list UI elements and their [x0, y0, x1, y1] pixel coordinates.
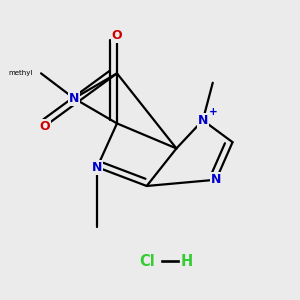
- Text: Cl: Cl: [139, 254, 154, 268]
- Text: N: N: [69, 92, 79, 105]
- Text: N: N: [92, 161, 102, 174]
- Text: H: H: [180, 254, 193, 268]
- Text: O: O: [112, 29, 122, 42]
- Text: N: N: [198, 114, 208, 127]
- Text: N: N: [211, 173, 221, 186]
- Text: O: O: [39, 120, 50, 133]
- Text: methyl: methyl: [8, 70, 33, 76]
- Text: +: +: [209, 107, 218, 118]
